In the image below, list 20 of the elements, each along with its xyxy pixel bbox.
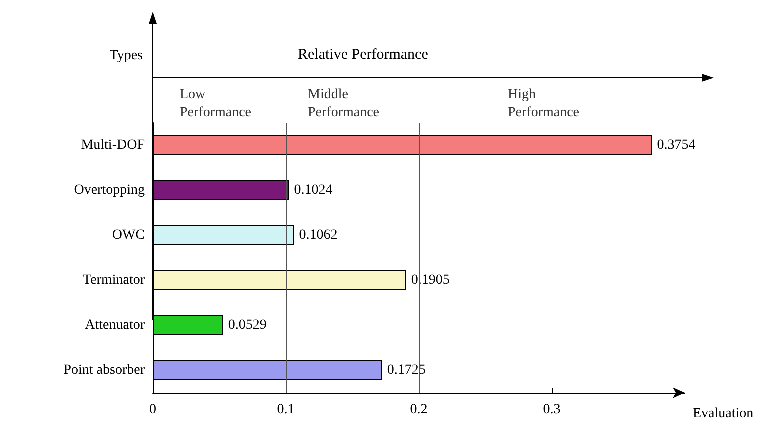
x-tick-label: 0.2 <box>410 402 428 418</box>
text: Low Performance <box>180 88 252 120</box>
text: High Performance <box>508 88 580 120</box>
y-tick-label: Overtopping <box>74 183 145 198</box>
x-tick-label: 0.3 <box>543 402 561 418</box>
y-tick-label: Attenuator <box>85 318 146 333</box>
y-axis-title: Types <box>110 48 143 64</box>
x-tick-label: 0 <box>150 402 156 418</box>
y-tick-label: Point absorber <box>64 363 146 378</box>
text: Relative Performance <box>298 47 429 63</box>
x-axis-title: Evaluation <box>693 406 754 422</box>
y-tick-label: Terminator <box>83 273 146 288</box>
data-label: 0.1062 <box>299 228 338 243</box>
y-tick-label: OWC <box>112 228 145 243</box>
data-label: 0.3754 <box>657 138 696 153</box>
y-tick-label: Multi-DOF <box>81 138 146 153</box>
x-tick-label: 0.1 <box>277 402 295 418</box>
data-label: 0.1024 <box>294 183 333 198</box>
data-label: 0.0529 <box>228 318 267 333</box>
text: Middle Performance <box>308 88 380 120</box>
